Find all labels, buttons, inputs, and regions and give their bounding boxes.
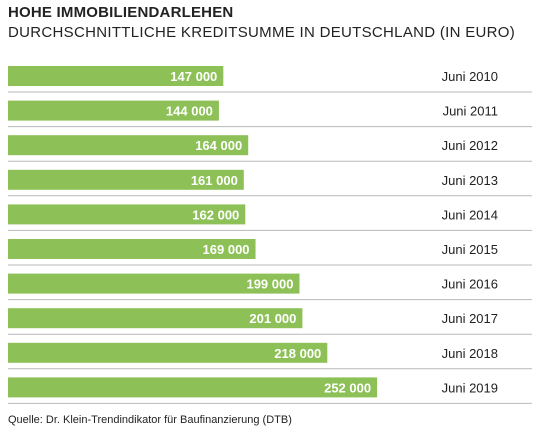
bar bbox=[8, 204, 246, 225]
bar bbox=[8, 377, 378, 398]
bar-value-label: 144 000 bbox=[166, 104, 213, 119]
category-label: Juni 2012 bbox=[442, 138, 498, 153]
category-label: Juni 2015 bbox=[442, 242, 498, 257]
category-label: Juni 2010 bbox=[442, 69, 498, 84]
bar-value-label: 199 000 bbox=[246, 277, 293, 292]
source-note: Quelle: Dr. Klein-Trendindikator für Bau… bbox=[8, 414, 292, 426]
bar-chart: 147 000 Juni 2010 144 000 Juni 2011 164 000 J… bbox=[8, 66, 532, 404]
bar bbox=[8, 342, 328, 363]
bar bbox=[8, 169, 244, 190]
bar bbox=[8, 135, 249, 156]
category-label: Juni 2016 bbox=[442, 277, 498, 292]
category-label: Juni 2018 bbox=[442, 346, 498, 361]
bar-value-label: 252 000 bbox=[324, 380, 371, 395]
bar-value-label: 218 000 bbox=[274, 346, 321, 361]
bar-value-label: 201 000 bbox=[249, 311, 296, 326]
bar bbox=[8, 100, 219, 121]
category-label: Juni 2011 bbox=[443, 104, 498, 119]
bar bbox=[8, 273, 300, 294]
chart-subtitle: DURCHSCHNITTLICHE KREDITSUMME IN DEUTSCH… bbox=[8, 24, 516, 41]
bar bbox=[8, 66, 224, 86]
bar-value-label: 164 000 bbox=[195, 138, 242, 153]
category-label: Juni 2019 bbox=[442, 380, 498, 395]
category-label: Juni 2017 bbox=[442, 311, 498, 326]
category-label: Juni 2013 bbox=[442, 173, 498, 188]
bar bbox=[8, 308, 303, 329]
bar-value-label: 161 000 bbox=[191, 173, 238, 188]
bar-value-label: 147 000 bbox=[170, 69, 217, 84]
bar bbox=[8, 239, 256, 259]
category-label: Juni 2014 bbox=[442, 207, 498, 222]
bar-value-label: 162 000 bbox=[192, 207, 239, 222]
chart-title: HOHE IMMOBILIENDARLEHEN bbox=[8, 4, 234, 21]
bar-value-label: 169 000 bbox=[203, 242, 250, 257]
